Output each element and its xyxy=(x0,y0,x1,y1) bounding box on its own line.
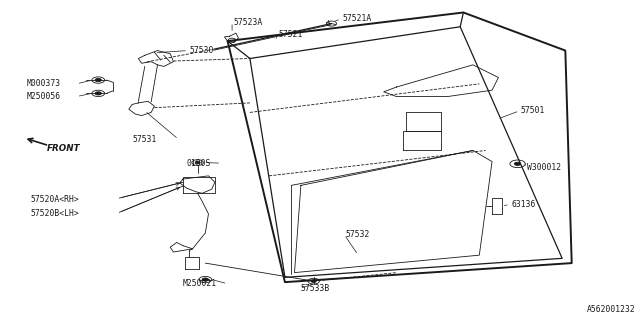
Text: 57531: 57531 xyxy=(132,135,156,144)
Text: 57520A<RH>: 57520A<RH> xyxy=(30,195,79,204)
Text: 57523A: 57523A xyxy=(234,18,263,27)
Circle shape xyxy=(95,92,101,95)
Text: 63136: 63136 xyxy=(511,200,536,209)
Circle shape xyxy=(95,78,101,82)
Text: 57501: 57501 xyxy=(521,106,545,115)
Text: 57520B<LH>: 57520B<LH> xyxy=(30,209,79,219)
Circle shape xyxy=(311,280,316,283)
Text: W300012: W300012 xyxy=(527,164,561,172)
Text: 57533B: 57533B xyxy=(301,284,330,293)
Circle shape xyxy=(202,278,209,281)
Text: M250021: M250021 xyxy=(183,279,217,288)
Text: A562001232: A562001232 xyxy=(587,305,636,314)
Text: M000373: M000373 xyxy=(27,79,61,88)
Text: 57521: 57521 xyxy=(278,30,303,39)
Text: 57521A: 57521A xyxy=(342,14,372,23)
Text: 57532: 57532 xyxy=(346,230,370,239)
Text: 0100S: 0100S xyxy=(186,159,211,168)
Text: M250056: M250056 xyxy=(27,92,61,101)
Circle shape xyxy=(195,161,200,164)
Text: 57530: 57530 xyxy=(189,46,214,55)
Text: FRONT: FRONT xyxy=(47,144,81,153)
Circle shape xyxy=(515,162,521,165)
